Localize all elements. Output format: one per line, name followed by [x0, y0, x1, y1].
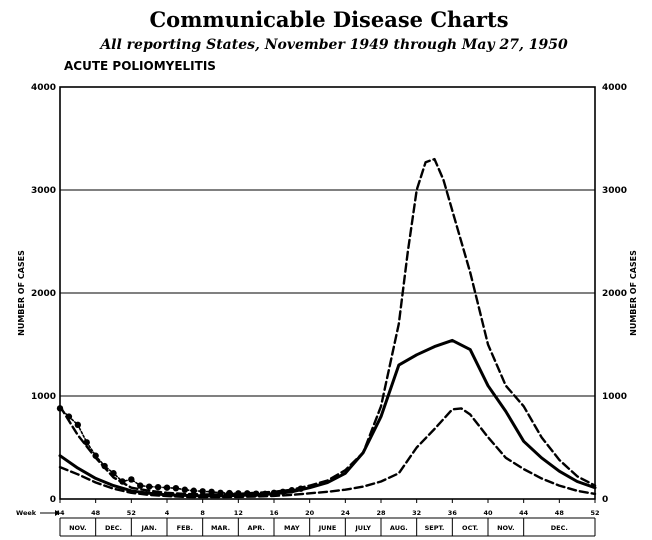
week-tick-label: 4 — [165, 509, 170, 517]
panel-title: ACUTE POLIOMYELITIS — [64, 59, 216, 73]
series-line-dashed-upper — [58, 157, 597, 496]
current-point — [235, 490, 242, 497]
chart-title: Communicable Disease Charts — [149, 7, 508, 32]
y-tick-right-1000: 1000 — [602, 392, 627, 402]
month-label: SEPT. — [425, 524, 445, 532]
current-point — [199, 488, 206, 495]
x-axis: Week 44 48 52 4 8 12 16 20 24 28 32 36 40 44 48 52 NOV.… — [16, 499, 600, 537]
month-label: JAN. — [140, 524, 156, 532]
month-label: AUG. — [390, 524, 408, 532]
series-layer — [56, 157, 597, 499]
series-line-dashed-lower — [58, 407, 597, 499]
y-tick-left-0: 0 — [50, 495, 56, 505]
current-point — [297, 485, 304, 492]
gridlines — [60, 189, 595, 397]
current-point — [244, 490, 251, 497]
month-label: JUNE — [318, 524, 337, 532]
current-point — [119, 478, 126, 485]
y-tick-right-0: 0 — [602, 495, 608, 505]
month-label: DEC. — [105, 524, 122, 532]
current-point — [172, 484, 180, 492]
week-ticks: 44 48 52 4 8 12 16 20 24 28 32 36 40 44 48 52 — [55, 499, 600, 517]
current-point — [190, 487, 197, 494]
current-point — [279, 488, 287, 495]
week-tick-label: 8 — [200, 509, 205, 517]
current-point — [92, 452, 99, 459]
current-point — [226, 489, 233, 497]
current-point — [128, 476, 135, 483]
y-tick-left-3000: 3000 — [31, 186, 56, 196]
current-point — [65, 413, 73, 420]
week-tick-label: 48 — [555, 509, 565, 517]
month-label: APR. — [247, 524, 264, 532]
y-axis-left: 0 1000 2000 3000 4000 — [31, 83, 56, 505]
week-tick-label: 52 — [590, 509, 599, 517]
current-point — [101, 462, 108, 470]
month-label: JULY — [354, 524, 371, 532]
current-point — [145, 483, 153, 490]
y-axis-label-right: NUMBER OF CASES — [629, 250, 638, 336]
month-cells: NOV. DEC. JAN. FEB. MAR. APR. MAY JUNE JULY AUG. S… — [59, 518, 596, 536]
current-point — [261, 490, 269, 498]
current-point — [74, 421, 82, 429]
series-line-current-dotted — [59, 407, 302, 495]
current-point — [163, 484, 171, 491]
y-tick-left-4000: 4000 — [31, 83, 56, 93]
chart-subtitle: All reporting States, November 1949 thro… — [98, 37, 568, 53]
current-point — [270, 489, 278, 497]
week-tick-label: 20 — [305, 509, 315, 517]
y-tick-right-4000: 4000 — [602, 83, 627, 93]
current-point — [288, 487, 296, 494]
week-tick-label: 24 — [341, 509, 351, 517]
week-tick-label: 52 — [127, 509, 136, 517]
current-point — [154, 483, 162, 491]
month-label: OCT. — [462, 524, 478, 532]
week-tick-label: 28 — [376, 509, 386, 517]
current-point — [181, 486, 189, 493]
plot-area: 0 1000 2000 3000 4000 0 1000 2000 3000 4000 — [31, 83, 627, 505]
week-tick-label: 12 — [234, 509, 243, 517]
y-axis-right: 0 1000 2000 3000 4000 — [602, 83, 627, 505]
week-tick-label: 44 — [519, 509, 529, 517]
week-tick-label: 16 — [269, 509, 279, 517]
y-tick-right-3000: 3000 — [602, 186, 627, 196]
week-tick-label: 32 — [412, 509, 421, 517]
week-tick-label: 40 — [483, 509, 493, 517]
series-line-solid-median — [58, 338, 597, 498]
week-tick-label: 48 — [91, 509, 101, 517]
week-tick-label: 36 — [448, 509, 458, 517]
week-arrow-head — [55, 510, 60, 516]
month-label: MAR. — [211, 524, 230, 532]
month-label: NOV. — [497, 524, 514, 532]
month-label: NOV. — [69, 524, 86, 532]
current-point — [110, 470, 117, 477]
month-label: FEB. — [177, 524, 193, 532]
current-point — [137, 482, 144, 489]
week-tick-label: 44 — [55, 509, 65, 517]
month-label: DEC. — [551, 524, 568, 532]
current-point — [83, 439, 90, 446]
y-axis-label-left: NUMBER OF CASES — [17, 250, 26, 336]
week-prefix: Week — [16, 509, 37, 517]
current-point — [252, 490, 260, 497]
y-tick-left-1000: 1000 — [31, 392, 56, 402]
current-point — [208, 488, 215, 495]
current-point — [56, 405, 64, 412]
y-tick-right-2000: 2000 — [602, 289, 627, 299]
month-label: MAY — [284, 524, 300, 532]
current-point — [217, 489, 224, 497]
y-tick-left-2000: 2000 — [31, 289, 56, 299]
